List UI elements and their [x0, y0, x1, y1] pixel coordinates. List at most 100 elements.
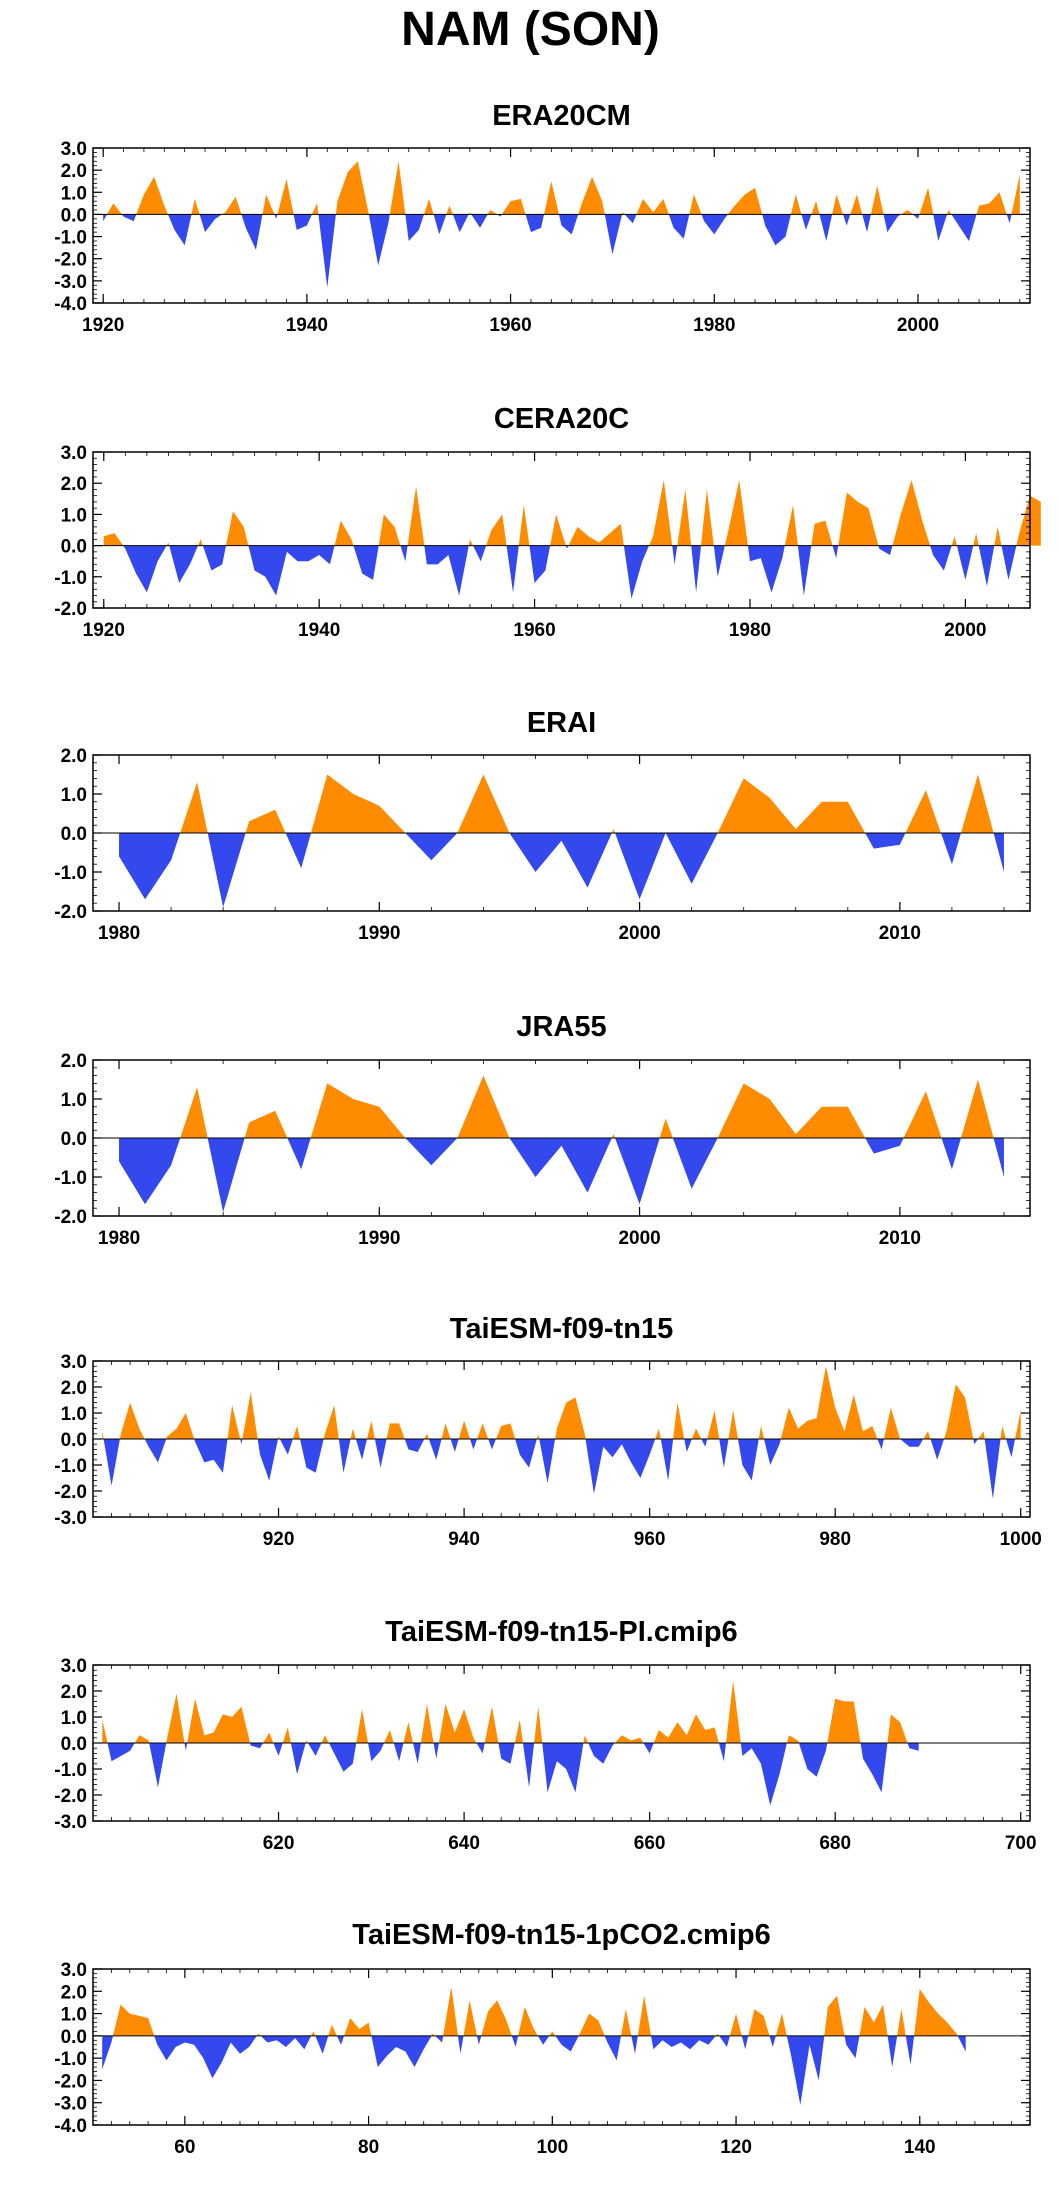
- xtick-label: 1940: [298, 620, 340, 641]
- negative-area: [103, 214, 1020, 288]
- ytick-label: -2.0: [54, 902, 87, 923]
- xtick-label: 1990: [358, 923, 400, 944]
- xtick-label: 80: [358, 2137, 379, 2158]
- ytick-label: 2.0: [61, 474, 87, 495]
- xtick-label: 940: [448, 1529, 480, 1550]
- xtick-label: 980: [819, 1529, 851, 1550]
- negative-area: [102, 2035, 966, 2105]
- ytick-label: 3.0: [61, 139, 87, 160]
- ytick-label: 1.0: [61, 2005, 87, 2026]
- plot-frame: [92, 147, 1031, 304]
- ytick-label: -1.0: [54, 1168, 87, 1189]
- ytick-label: -1.0: [54, 1760, 87, 1781]
- ytick-label: -2.0: [54, 1786, 87, 1807]
- panel-7: TaiESM-f09-tn15-1pCO2.cmip63.02.01.00.0-…: [54, 1919, 1031, 2158]
- xtick-label: 2000: [618, 923, 660, 944]
- plot-frame: [92, 451, 1031, 609]
- negative-area: [119, 1138, 1004, 1213]
- xtick-label: 1980: [98, 1228, 140, 1249]
- positive-area: [119, 1075, 1004, 1138]
- ytick-label: -1.0: [54, 228, 87, 249]
- ytick-label: 2.0: [61, 1378, 87, 1399]
- xtick-label: 920: [263, 1529, 295, 1550]
- ytick-label: 1.0: [61, 505, 87, 526]
- xtick-label: 1940: [286, 315, 328, 336]
- positive-area: [102, 1986, 966, 2036]
- xtick-label: 2010: [879, 1228, 921, 1249]
- ytick-label: 0.0: [61, 2027, 87, 2048]
- ytick-label: -2.0: [54, 2071, 87, 2092]
- xtick-label: 140: [904, 2137, 936, 2158]
- ytick-label: -1.0: [54, 2049, 87, 2070]
- xtick-label: 60: [174, 2137, 195, 2158]
- ytick-label: 2.0: [61, 1982, 87, 2003]
- ytick-label: 2.0: [61, 746, 87, 767]
- xtick-label: 1980: [729, 620, 771, 641]
- positive-area: [103, 480, 1041, 546]
- ytick-label: -4.0: [54, 294, 87, 315]
- ytick-label: -1.0: [54, 1456, 87, 1477]
- xtick-label: 1980: [98, 923, 140, 944]
- ytick-label: -2.0: [54, 1207, 87, 1228]
- xtick-label: 660: [634, 1833, 666, 1854]
- panel-6: TaiESM-f09-tn15-PI.cmip6 3.0 2.0 1.0 0.0 -1.0…: [54, 1616, 1036, 1854]
- ytick-label: 0.0: [61, 537, 87, 558]
- xtick-label: 1920: [83, 620, 125, 641]
- negative-area: [102, 1743, 919, 1806]
- xtick-label: 2000: [944, 620, 986, 641]
- ytick-label: -4.0: [54, 2116, 87, 2137]
- ytick-label: 0.0: [61, 1129, 87, 1150]
- xtick-label: 2000: [618, 1228, 660, 1249]
- panel-title: ERA20CM: [492, 100, 631, 132]
- ytick-label: 1.0: [61, 1090, 87, 1111]
- panel-title: CERA20C: [494, 403, 629, 435]
- ytick-label: 1.0: [61, 1404, 87, 1425]
- ytick-label: -2.0: [54, 250, 87, 271]
- positive-area: [103, 161, 1020, 215]
- panel-3: ERAI 2.0 1.0 0.0 -1.0 -2.0 1980 1990 2000 2010: [54, 707, 1031, 944]
- ytick-label: -3.0: [54, 1508, 87, 1529]
- panel-title: TaiESM-f09-tn15: [450, 1313, 673, 1345]
- xtick-label: 1990: [358, 1228, 400, 1249]
- ytick-label: 1.0: [61, 785, 87, 806]
- panel-title: ERAI: [527, 707, 596, 739]
- panel-5: TaiESM-f09-tn15 3.0 2.0 1.0 0.0 -1.0 -2.0 -3.0 9…: [54, 1313, 1042, 1550]
- ytick-label: 3.0: [61, 1960, 87, 1981]
- ytick-label: 3.0: [61, 1352, 87, 1373]
- positive-area: [102, 1680, 919, 1743]
- xtick-label: 1920: [82, 315, 124, 336]
- ytick-label: -1.0: [54, 568, 87, 589]
- negative-area: [119, 833, 1004, 908]
- xtick-label: 1960: [513, 620, 555, 641]
- panel-title: TaiESM-f09-tn15-PI.cmip6: [385, 1616, 737, 1648]
- xtick-label: 640: [448, 1833, 480, 1854]
- panel-4: JRA55 2.0 1.0 0.0 -1.0 -2.0 1980 1990 2000 2010: [54, 1011, 1031, 1249]
- negative-area: [103, 545, 1041, 599]
- xtick-label: 700: [1005, 1833, 1037, 1854]
- ytick-label: -1.0: [54, 863, 87, 884]
- xtick-label: 1000: [1000, 1529, 1042, 1550]
- ytick-label: 3.0: [61, 443, 87, 464]
- ytick-label: 0.0: [61, 1734, 87, 1755]
- ytick-label: 2.0: [61, 161, 87, 182]
- xtick-label: 2000: [897, 315, 939, 336]
- xtick-label: 960: [634, 1529, 666, 1550]
- figure-title: NAM (SON): [401, 3, 660, 56]
- ytick-label: -3.0: [54, 272, 87, 293]
- ytick-label: -2.0: [54, 599, 87, 620]
- positive-area: [119, 774, 1004, 833]
- xtick-label: 680: [819, 1833, 851, 1854]
- xtick-label: 100: [536, 2137, 568, 2158]
- ytick-label: -3.0: [54, 1812, 87, 1833]
- xtick-label: 120: [720, 2137, 752, 2158]
- ytick-label: 0.0: [61, 1430, 87, 1451]
- ytick-label: 1.0: [61, 1708, 87, 1729]
- ytick-label: 0.0: [61, 824, 87, 845]
- negative-area: [102, 1439, 1021, 1499]
- ytick-label: -3.0: [54, 2094, 87, 2115]
- ytick-label: -2.0: [54, 1482, 87, 1503]
- xtick-label: 1980: [693, 315, 735, 336]
